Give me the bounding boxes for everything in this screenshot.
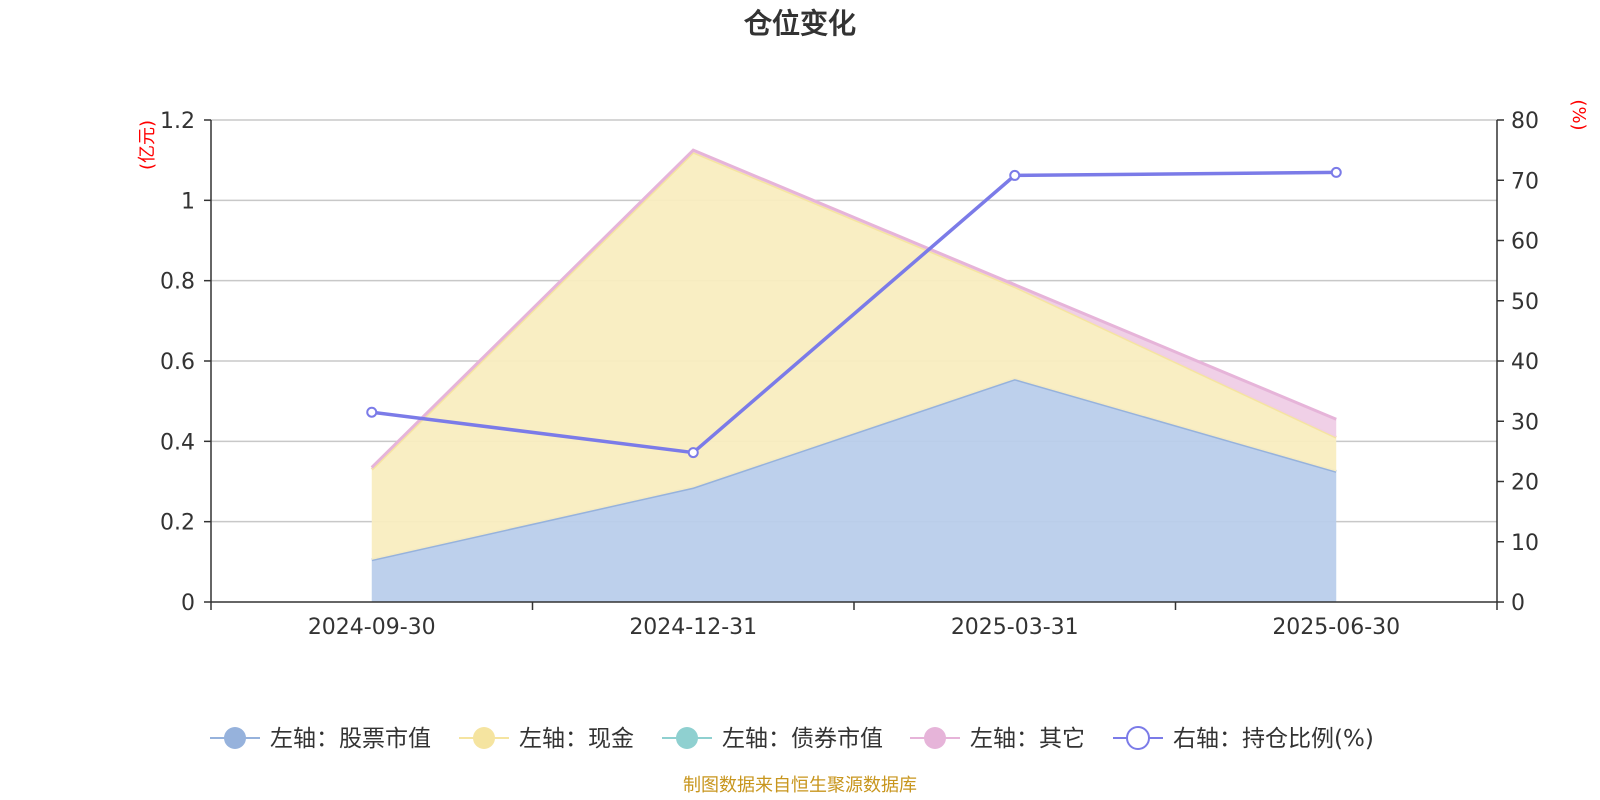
right-tick-label: 0 [1511,591,1525,616]
right-axis-unit: (%) [1568,99,1589,130]
legend-label: 右轴：持仓比例(%) [1173,726,1374,752]
x-tick-label: 2024-12-31 [629,615,757,640]
right-tick-label: 50 [1511,290,1539,315]
legend-marker [473,727,495,749]
legend: 左轴：股票市值 左轴：现金 左轴：债券市值 左轴：其它 右轴：持仓比例(%) [210,726,1374,752]
series-lines [366,166,1342,459]
left-tick-label: 0.2 [160,511,195,536]
chart-title: 仓位变化 [744,7,856,40]
right-tick-label: 60 [1511,230,1539,255]
x-tick-label: 2025-06-30 [1272,615,1400,640]
area-左轴：现金 [371,152,1337,560]
left-axis-unit: (亿元) [137,120,158,170]
line-point [1009,169,1021,181]
legend-marker [676,727,698,749]
legend-marker [924,727,946,749]
legend-label: 左轴：股票市值 [270,726,431,752]
axes: 0 0.2 0.4 0.6 0.8 1 1.2 0 10 20 30 40 50 60 70 80 2024-0… [160,109,1539,640]
x-tick-label: 2024-09-30 [308,615,436,640]
line-point [366,406,378,418]
left-tick-label: 1 [181,189,195,214]
left-tick-label: 0.4 [160,430,195,455]
right-tick-label: 10 [1511,531,1539,556]
legend-label: 左轴：债券市值 [722,726,883,752]
left-tick-label: 1.2 [160,109,195,134]
source-note: 制图数据来自恒生聚源数据库 [683,775,917,796]
line-point [687,447,699,459]
legend-label: 左轴：其它 [970,726,1085,752]
right-tick-label: 20 [1511,471,1539,496]
right-tick-label: 80 [1511,109,1539,134]
right-tick-label: 70 [1511,169,1539,194]
line-point [1330,166,1342,178]
legend-label: 左轴：现金 [519,726,634,752]
x-tick-label: 2025-03-31 [951,615,1079,640]
area-左轴：股票市值 [371,379,1337,602]
area-line-左轴：其它 [370,148,1337,469]
right-tick-label: 40 [1511,350,1539,375]
left-tick-label: 0 [181,591,195,616]
stacked-areas [370,148,1337,602]
line-右轴：持仓比例(%) [371,170,1337,455]
left-tick-label: 0.6 [160,350,195,375]
left-tick-label: 0.8 [160,270,195,295]
legend-marker [224,727,246,749]
right-tick-label: 30 [1511,410,1539,435]
legend-marker [1126,726,1150,750]
